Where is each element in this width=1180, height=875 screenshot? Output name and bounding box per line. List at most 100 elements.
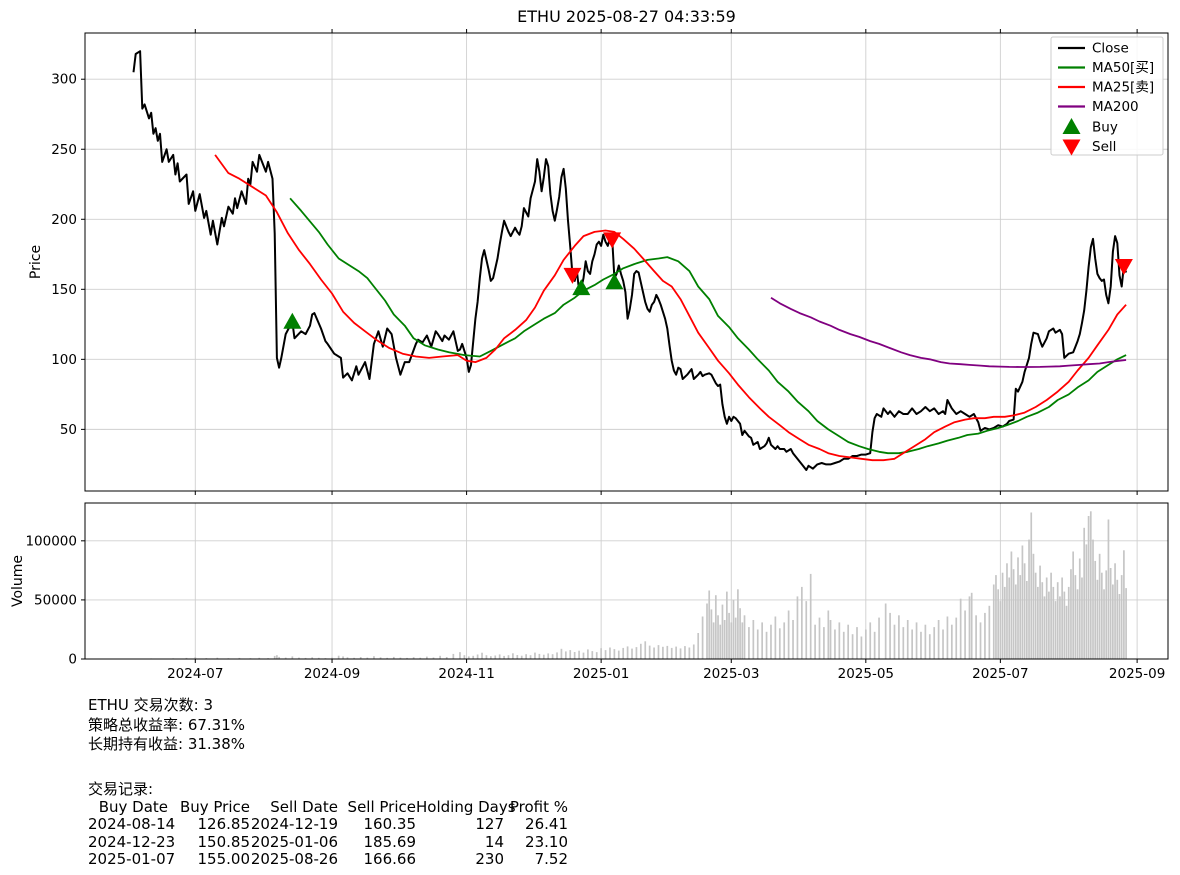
volume-bar bbox=[1125, 588, 1127, 659]
legend-sell-triangle-icon bbox=[1062, 139, 1081, 156]
trade-record-cell: 166.66 bbox=[363, 850, 417, 868]
buy-marker bbox=[605, 273, 624, 290]
volume-bar bbox=[1003, 586, 1006, 659]
volume-bar bbox=[893, 624, 896, 659]
volume-bar bbox=[1123, 550, 1125, 659]
y-tick-label: 100 bbox=[51, 352, 77, 368]
volume-bar bbox=[770, 624, 772, 659]
volume-bar bbox=[670, 647, 673, 659]
ma50-line bbox=[289, 197, 1127, 455]
volume-bar bbox=[392, 656, 395, 659]
volume-bar bbox=[216, 657, 219, 659]
sell-marker bbox=[1114, 258, 1133, 275]
volume-bar bbox=[979, 622, 982, 659]
volume-bar bbox=[284, 657, 287, 659]
volume-bar bbox=[1030, 512, 1033, 659]
volume-bar bbox=[869, 622, 872, 659]
volume-bar bbox=[317, 657, 320, 659]
volume-bar bbox=[834, 629, 836, 659]
volume-bar bbox=[842, 631, 845, 659]
volume-bar bbox=[743, 615, 746, 659]
volume-bar bbox=[379, 657, 382, 659]
volume-bar bbox=[950, 624, 953, 659]
volume-axes-bg bbox=[85, 503, 1168, 659]
volume-bar bbox=[1092, 539, 1094, 659]
y-tick-label: 200 bbox=[51, 212, 77, 228]
trade-records-header: Buy Date Buy Price Sell Date Sell Price Hold… bbox=[88, 797, 568, 817]
volume-bar bbox=[1056, 582, 1059, 659]
volume-bar bbox=[419, 657, 422, 659]
records-col-header: Sell Price bbox=[347, 797, 416, 816]
stat-line-0: ETHU 交易次数: 3 bbox=[88, 696, 214, 714]
volume-bar bbox=[564, 651, 567, 659]
volume-bar bbox=[805, 601, 808, 659]
volume-bar bbox=[613, 649, 616, 659]
volume-bar bbox=[984, 612, 986, 659]
volume-bar bbox=[1010, 551, 1013, 659]
sell-marker bbox=[603, 232, 622, 249]
volume-bar bbox=[1118, 594, 1121, 659]
legend-buy-triangle-icon bbox=[1062, 118, 1081, 134]
volume-bar bbox=[1017, 557, 1019, 659]
volume-bar bbox=[1001, 572, 1004, 659]
trade-record-cell: 2024-08-14 bbox=[88, 815, 176, 833]
volume-bar bbox=[1089, 511, 1092, 659]
volume-bar bbox=[774, 616, 777, 659]
volume-bar bbox=[337, 655, 340, 659]
volume-bar bbox=[185, 657, 188, 659]
trade-record-cell: 2024-12-23 bbox=[88, 832, 176, 851]
volume-bar bbox=[970, 592, 973, 659]
volume-bar bbox=[298, 657, 300, 659]
volume-bar bbox=[386, 657, 389, 659]
volume-bar bbox=[1076, 589, 1079, 659]
volume-bar bbox=[445, 657, 448, 659]
volume-bar bbox=[902, 627, 905, 659]
volume-bar bbox=[459, 652, 461, 659]
volume-bar bbox=[898, 615, 900, 659]
trade-record-cell: 127 bbox=[475, 815, 504, 833]
volume-bar bbox=[1039, 565, 1041, 659]
volume-bar bbox=[706, 603, 708, 659]
volume-bar bbox=[697, 633, 700, 659]
volume-bar bbox=[1094, 560, 1097, 659]
volume-bar bbox=[1065, 605, 1068, 659]
records-col-header: Sell Date bbox=[270, 797, 338, 816]
volume-bar bbox=[476, 654, 479, 659]
price-axes: 50 100 150 200 250 300 bbox=[51, 29, 1169, 495]
volume-bar bbox=[534, 652, 536, 659]
volume-bar bbox=[1114, 563, 1116, 659]
volume-bar bbox=[582, 652, 585, 659]
volume-bar bbox=[439, 655, 441, 659]
volume-bar bbox=[717, 615, 719, 659]
volume-bar bbox=[995, 575, 997, 659]
volume-bar bbox=[399, 657, 402, 659]
volume-bar bbox=[933, 627, 936, 659]
volume-bar bbox=[889, 612, 891, 659]
volume-bar bbox=[761, 622, 763, 659]
volume-bar bbox=[472, 655, 475, 659]
records-col-header: Holding Days bbox=[416, 797, 516, 816]
volume-bar bbox=[366, 657, 369, 659]
volume-bar bbox=[311, 657, 314, 659]
volume-bar bbox=[873, 631, 876, 659]
volume-bar bbox=[516, 655, 519, 659]
volume-bar bbox=[1100, 572, 1103, 659]
volume-bar bbox=[906, 620, 909, 659]
y-tick-label: 0 bbox=[68, 652, 77, 668]
volume-bar bbox=[884, 603, 887, 659]
volume-bar bbox=[928, 634, 931, 659]
volume-bar bbox=[547, 653, 550, 659]
y-tick-label: 250 bbox=[51, 142, 77, 158]
volume-bar bbox=[648, 645, 651, 659]
volume-bar bbox=[1019, 575, 1022, 659]
price-axes-bg bbox=[85, 33, 1168, 491]
volume-bar bbox=[578, 650, 580, 659]
volume-bar bbox=[617, 650, 620, 659]
ma25-line bbox=[214, 154, 1127, 462]
volume-bar bbox=[946, 616, 949, 659]
trade-record-row: 2024-08-14 126.85 2024-12-19 160.35 127 26.41 bbox=[88, 815, 568, 834]
trade-record-cell: 23.10 bbox=[525, 832, 568, 851]
legend-label: Close bbox=[1092, 41, 1129, 57]
volume-bar bbox=[988, 605, 991, 659]
volume-bar bbox=[432, 657, 435, 659]
